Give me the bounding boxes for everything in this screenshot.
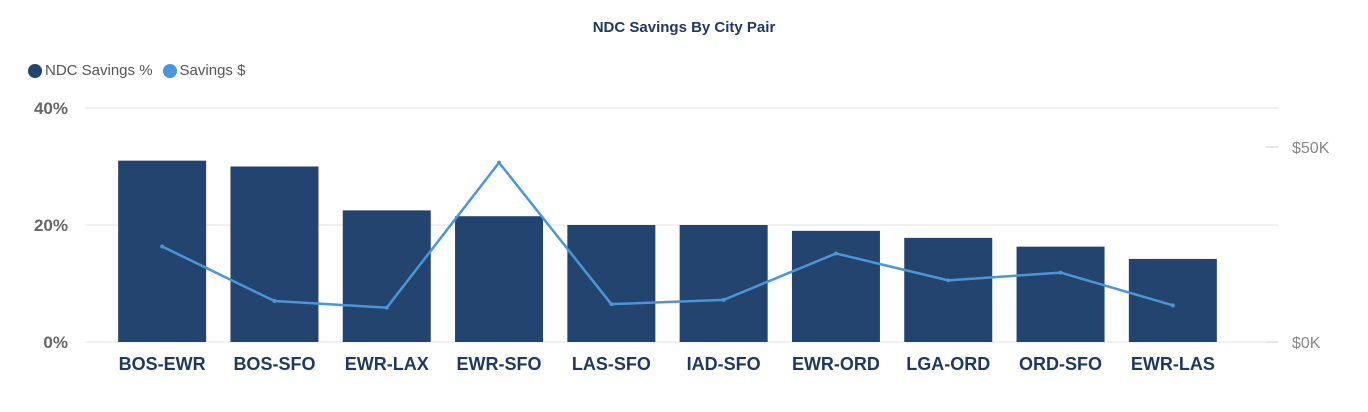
x-tick-ord-sfo: ORD-SFO — [1019, 354, 1102, 374]
legend-label-ndc-savings-pct: NDC Savings % — [45, 62, 153, 79]
point-savings-ord-sfo — [1058, 270, 1063, 275]
y-right-tick-0: $0K — [1292, 335, 1321, 352]
x-tick-lga-ord: LGA-ORD — [906, 354, 990, 374]
x-tick-las-sfo: LAS-SFO — [572, 354, 651, 374]
y-right-tick-1: $50K — [1292, 140, 1330, 157]
line-savings-dollar — [161, 161, 1174, 309]
point-savings-iad-sfo — [721, 297, 726, 302]
bar-ewr-lax — [342, 210, 431, 342]
x-tick-ewr-las: EWR-LAS — [1131, 354, 1215, 374]
x-tick-ewr-sfo: EWR-SFO — [457, 354, 542, 374]
legend-label-savings-dollar: Savings $ — [179, 62, 246, 79]
bar-bos-sfo — [230, 166, 319, 342]
x-tick-bos-ewr: BOS-EWR — [119, 354, 206, 374]
x-tick-bos-sfo: BOS-SFO — [233, 354, 315, 374]
point-savings-lga-ord — [946, 278, 951, 283]
point-savings-bos-ewr — [160, 244, 165, 249]
legend: NDC Savings % Savings $ — [28, 62, 255, 79]
y-left-tick-2: 40% — [34, 99, 68, 118]
bar-ewr-las — [1128, 258, 1217, 342]
point-savings-ewr-las — [1170, 303, 1175, 308]
y-left-tick-0: 0% — [43, 333, 68, 352]
legend-marker-ndc-savings-pct — [28, 63, 42, 78]
legend-marker-savings-dollar — [162, 63, 177, 78]
point-savings-ewr-ord — [833, 251, 838, 256]
bar-iad-sfo — [679, 225, 768, 342]
legend-item-ndc-savings-pct[interactable]: NDC Savings % — [28, 62, 153, 79]
bar-ord-sfo — [1016, 246, 1105, 342]
point-savings-las-sfo — [609, 302, 614, 307]
y-left-tick-1: 20% — [34, 216, 68, 235]
bar-lga-ord — [904, 237, 993, 342]
legend-item-savings-dollar[interactable]: Savings $ — [162, 62, 246, 79]
chart-title: NDC Savings By City Pair — [592, 19, 776, 36]
bar-ewr-ord — [791, 230, 880, 342]
bar-las-sfo — [567, 225, 656, 342]
point-savings-bos-sfo — [272, 299, 277, 304]
point-savings-ewr-lax — [384, 305, 389, 310]
point-savings-ewr-sfo — [497, 160, 502, 165]
bar-ewr-sfo — [455, 216, 544, 342]
bar-bos-ewr — [118, 160, 207, 342]
x-tick-ewr-lax: EWR-LAX — [345, 354, 429, 374]
x-tick-ewr-ord: EWR-ORD — [792, 354, 880, 374]
x-tick-iad-sfo: IAD-SFO — [687, 354, 761, 374]
